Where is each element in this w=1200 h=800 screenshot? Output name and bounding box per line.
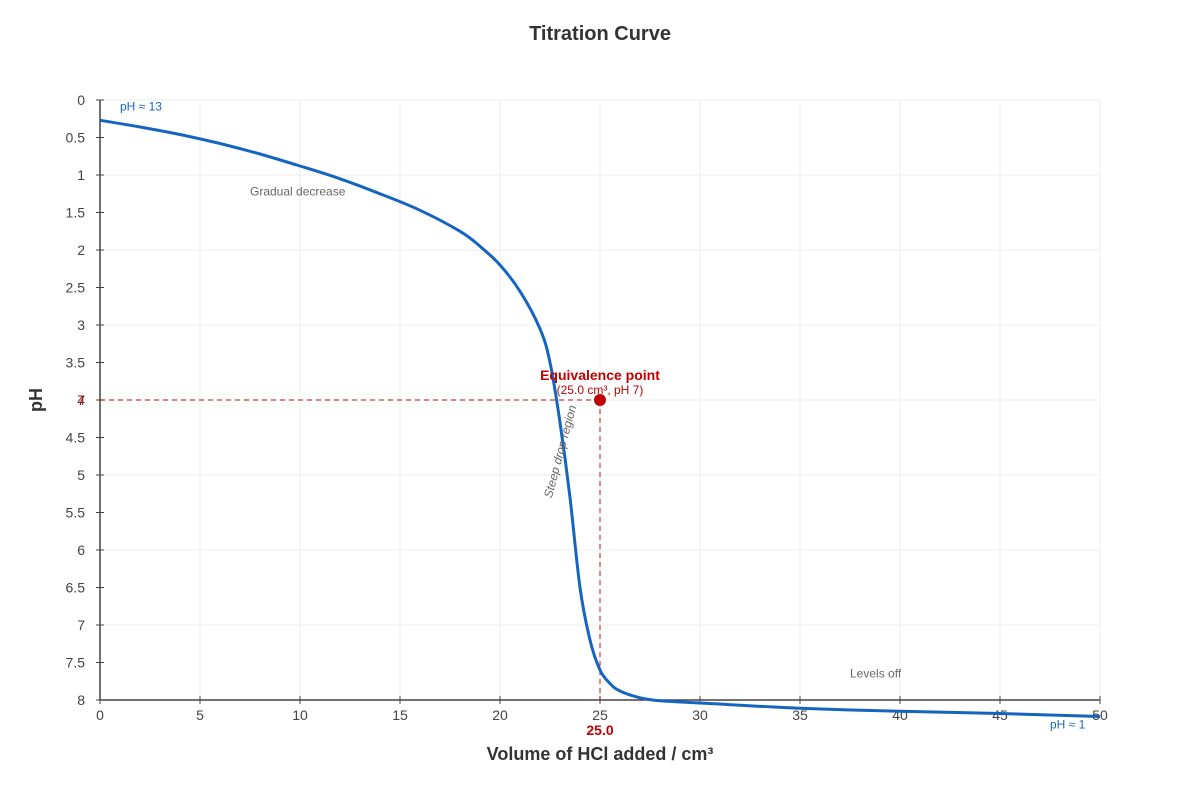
annotation-label: Levels off	[850, 667, 902, 681]
y-tick-label: 4	[77, 392, 85, 408]
annotation-label: pH ≈ 13	[120, 100, 162, 114]
y-tick-label: 5	[77, 467, 85, 483]
y-tick-label: 7.5	[66, 655, 86, 671]
y-axis-title: pH	[26, 388, 46, 412]
x-axis-ticks: 0 5 10 15 20 25 30 35 40 45 50	[96, 696, 1108, 723]
y-tick-label: 1	[77, 167, 85, 183]
y-tick-label: 2	[77, 242, 85, 258]
y-tick-label: 2.5	[66, 280, 86, 296]
x-tick-label: 30	[692, 707, 708, 723]
x-tick-label: 20	[492, 707, 508, 723]
equivalence-label: Equivalence point	[540, 367, 660, 383]
y-axis-ticks: 0 0.5 1 1.5 2 2.5 3 3.5 4 4.5 5 5.5 6 6.5 7 7.5 8	[66, 92, 104, 708]
x-tick-label: 50	[1092, 707, 1108, 723]
y-tick-label: 0.5	[66, 130, 86, 146]
equivalence-marker: Equivalence point(25.0 cm³, pH 7) 25.0 7	[77, 367, 660, 738]
x-tick-label: 10	[292, 707, 308, 723]
x-tick-label: 40	[892, 707, 908, 723]
x-tick-label: 0	[96, 707, 104, 723]
annotation-label: Gradual decrease	[250, 184, 346, 198]
y-tick-label: 1.5	[66, 205, 86, 221]
equivalence-x-label: 25.0	[586, 722, 613, 738]
series-group	[99, 118, 1101, 718]
y-tick-label: 3.5	[66, 355, 86, 371]
x-tick-label: 5	[196, 707, 204, 723]
x-axis-title: Volume of HCl added / cm³	[487, 744, 714, 764]
y-tick-label: 3	[77, 317, 85, 333]
chart-title: Titration Curve	[529, 23, 671, 45]
equivalence-point	[594, 394, 606, 406]
x-tick-label: 15	[392, 707, 408, 723]
y-tick-label: 7	[77, 617, 85, 633]
y-tick-label: 6	[77, 542, 85, 558]
equivalence-y-label: 7	[77, 392, 85, 408]
y-tick-label: 4.5	[66, 430, 86, 446]
x-tick-label: 35	[792, 707, 808, 723]
equivalence-sublabel: (25.0 cm³, pH 7)	[557, 383, 644, 397]
titration-curve	[99, 118, 1101, 718]
y-tick-label: 5.5	[66, 505, 86, 521]
x-tick-label: 25	[592, 707, 608, 723]
y-tick-label: 0	[77, 92, 85, 108]
y-tick-label: 6.5	[66, 580, 86, 596]
annotation-label: pH ≈ 1	[1050, 718, 1086, 732]
y-tick-label: 8	[77, 692, 85, 708]
equivalence-guides	[100, 399, 601, 700]
